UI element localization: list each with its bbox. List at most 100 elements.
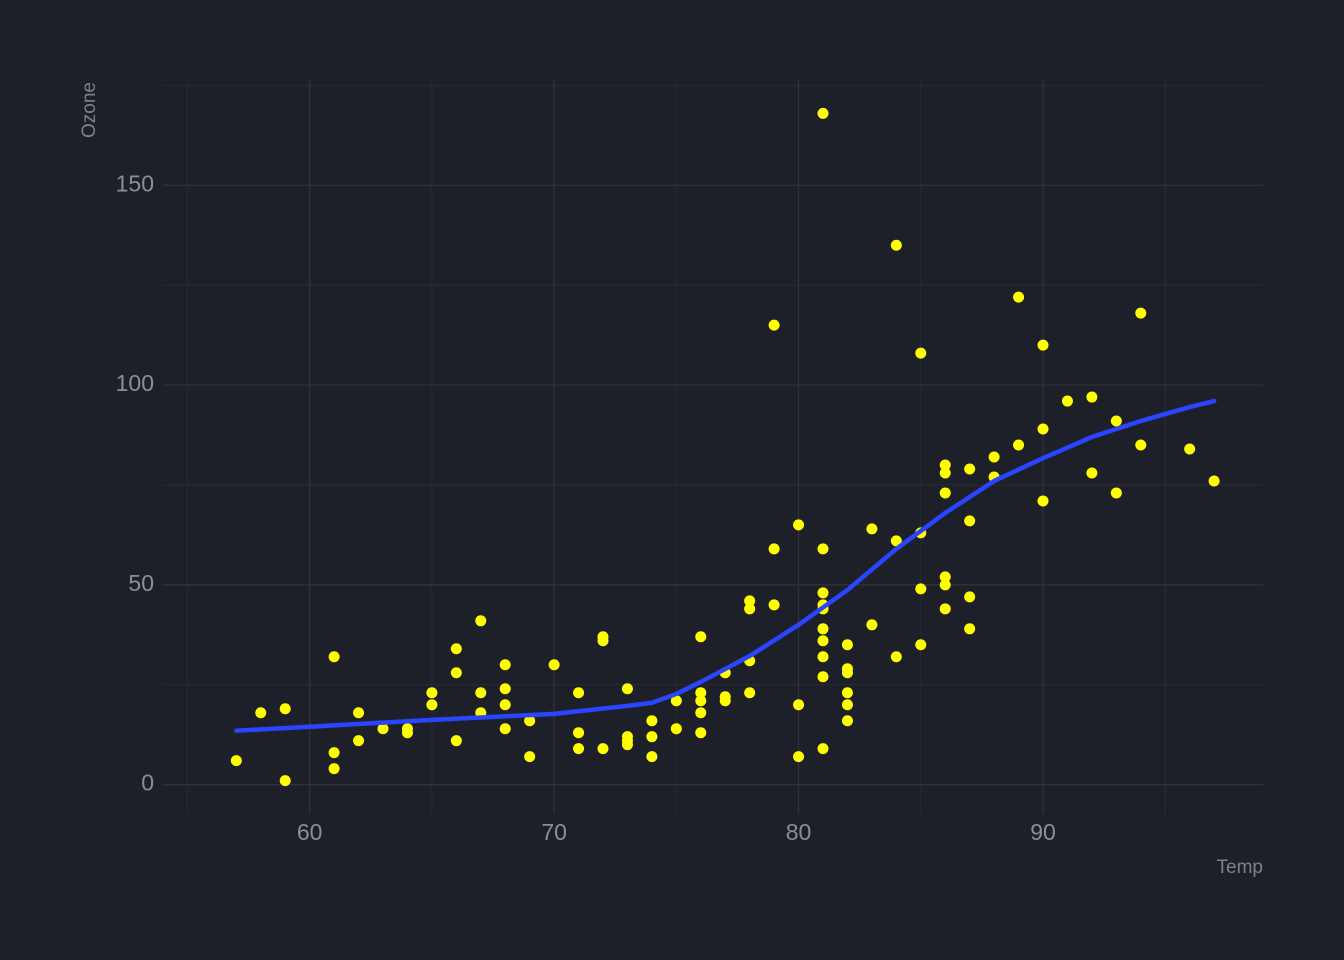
point: [866, 619, 878, 631]
point: [817, 651, 829, 663]
point: [1013, 439, 1025, 451]
trend-line: [234, 398, 1217, 733]
point: [230, 755, 242, 767]
point: [939, 603, 951, 615]
point: [1184, 443, 1196, 455]
y-axis-title: Ozone: [79, 82, 100, 138]
point: [670, 695, 682, 707]
point: [793, 519, 805, 531]
point: [499, 683, 511, 695]
point: [817, 743, 829, 755]
point: [377, 723, 389, 735]
point: [1086, 391, 1098, 403]
point: [964, 591, 976, 603]
point: [573, 743, 585, 755]
point: [1037, 339, 1049, 351]
point: [744, 687, 756, 699]
point: [255, 707, 267, 719]
point: [793, 751, 805, 763]
point: [695, 695, 707, 707]
point: [646, 731, 658, 743]
y-tick-label: 0: [141, 770, 154, 796]
point: [328, 651, 340, 663]
x-tick-label: 70: [541, 819, 567, 845]
point: [279, 775, 291, 787]
point: [915, 583, 927, 595]
x-tick-label: 80: [786, 819, 812, 845]
point: [1110, 415, 1122, 427]
point: [939, 487, 951, 499]
point: [573, 727, 585, 739]
point: [817, 587, 829, 599]
point: [426, 699, 438, 711]
point: [841, 699, 853, 711]
point: [939, 571, 951, 583]
point: [939, 459, 951, 471]
point: [817, 543, 829, 555]
point: [353, 735, 365, 747]
point: [964, 515, 976, 527]
point: [695, 707, 707, 719]
point: [1037, 495, 1049, 507]
x-tick-label: 90: [1030, 819, 1056, 845]
point: [939, 467, 951, 479]
point: [621, 683, 633, 695]
point: [573, 687, 585, 699]
point: [328, 747, 340, 759]
point: [597, 743, 609, 755]
point: [939, 579, 951, 591]
point: [621, 739, 633, 751]
point: [768, 599, 780, 611]
point: [817, 671, 829, 683]
point: [670, 723, 682, 735]
point: [328, 763, 340, 775]
point: [841, 687, 853, 699]
y-tick-label: 150: [116, 170, 154, 196]
point: [817, 107, 829, 119]
point: [768, 543, 780, 555]
point: [524, 751, 536, 763]
grid: [163, 80, 1263, 814]
point: [890, 535, 902, 547]
point: [548, 659, 560, 671]
point: [499, 659, 511, 671]
point: [1013, 291, 1025, 303]
point: [719, 695, 731, 707]
point: [695, 687, 707, 699]
point: [744, 595, 756, 607]
point: [646, 751, 658, 763]
point: [646, 715, 658, 727]
point: [695, 727, 707, 739]
point: [450, 643, 462, 655]
point: [1110, 487, 1122, 499]
point: [817, 635, 829, 647]
point: [597, 635, 609, 647]
point: [695, 631, 707, 643]
point: [450, 667, 462, 679]
point: [279, 703, 291, 715]
point: [1135, 307, 1147, 319]
point: [964, 623, 976, 635]
point: [1208, 475, 1220, 487]
point: [841, 715, 853, 727]
point: [964, 463, 976, 475]
y-tick-label: 100: [116, 370, 154, 396]
y-tick-label: 50: [128, 570, 154, 596]
point: [426, 687, 438, 699]
point: [450, 735, 462, 747]
point: [475, 687, 487, 699]
point: [915, 639, 927, 651]
point: [499, 723, 511, 735]
point: [817, 623, 829, 635]
point: [401, 727, 413, 739]
point: [499, 699, 511, 711]
point: [988, 451, 1000, 463]
x-axis-title: Temp: [1217, 857, 1263, 878]
point: [475, 615, 487, 627]
point: [841, 667, 853, 679]
point: [1135, 439, 1147, 451]
point: [890, 651, 902, 663]
point: [1061, 395, 1073, 407]
